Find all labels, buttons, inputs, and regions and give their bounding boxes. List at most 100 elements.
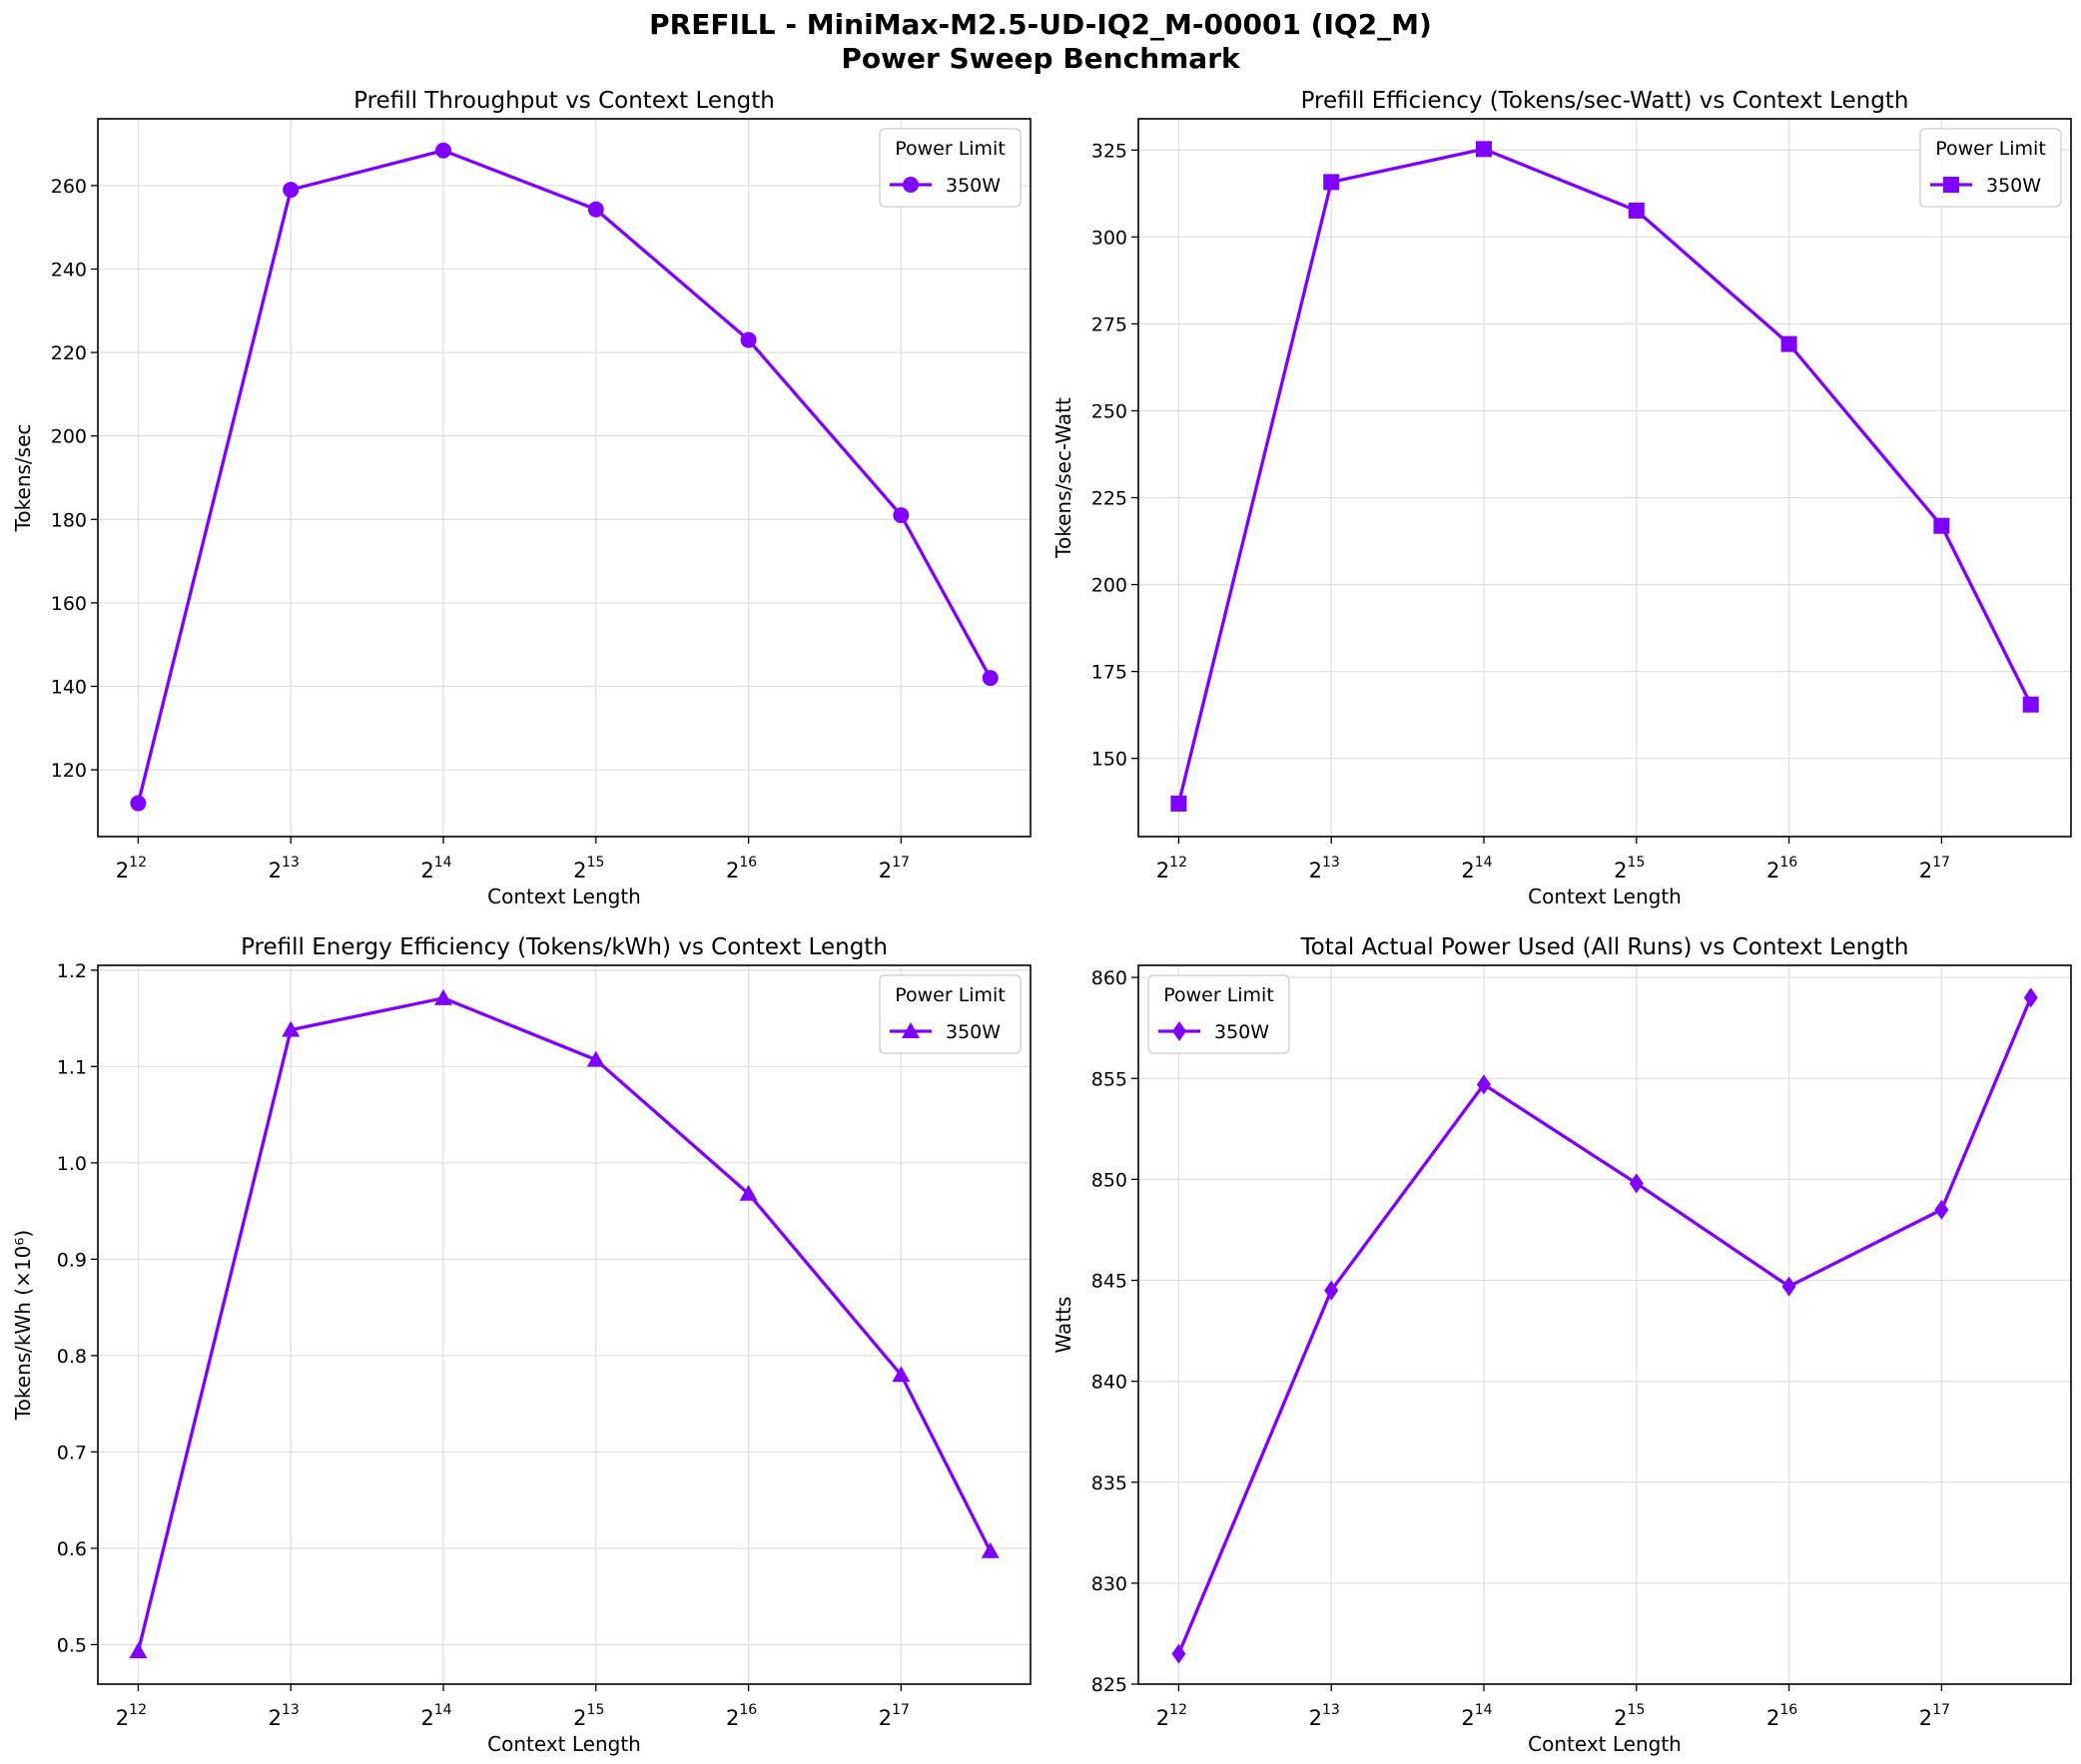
- chart-panel-1: 212 213 214 215 216 2171201401601802002202402…: [11, 88, 1032, 908]
- y-tick-label: 825: [1091, 1674, 1127, 1696]
- y-tick-label: 275: [1091, 313, 1127, 335]
- x-tick-label-base: 2: [726, 1706, 739, 1730]
- y-tick-label: 860: [1091, 967, 1127, 989]
- y-tick-label: 1.2: [57, 960, 87, 982]
- x-tick-label: 213: [269, 855, 300, 882]
- data-point: [1933, 517, 1950, 534]
- x-tick-label-base: 2: [1614, 859, 1627, 882]
- x-tick-label-base: 2: [1766, 1706, 1779, 1730]
- x-tick-label: 214: [1461, 1702, 1492, 1730]
- legend-title: Power Limit: [895, 984, 1006, 1006]
- chart-title: Prefill Efficiency (Tokens/sec-Watt) vs …: [1301, 88, 1909, 114]
- data-point: [129, 1642, 148, 1659]
- data-point: [1629, 1173, 1644, 1194]
- legend: Power Limit 350W: [879, 128, 1022, 208]
- data-point: [2023, 987, 2038, 1008]
- x-tick-label: 216: [726, 1702, 757, 1730]
- y-tick-label: 855: [1091, 1068, 1127, 1090]
- x-tick-label-base: 2: [1461, 859, 1474, 882]
- plot-frame: [1137, 964, 2072, 1685]
- data-point: [740, 331, 757, 348]
- chart-panel-4: 212 213 214 215 216 2178258308358408458508558…: [1051, 934, 2072, 1756]
- x-tick-label-exponent: 13: [282, 855, 300, 871]
- y-tick-label: 180: [51, 509, 87, 531]
- x-tick-label-base: 2: [1461, 1706, 1474, 1730]
- x-tick-label-base: 2: [726, 859, 739, 882]
- y-tick-label: 0.6: [57, 1538, 87, 1560]
- y-tick-label: 850: [1091, 1169, 1127, 1191]
- x-tick-label-exponent: 16: [739, 855, 757, 871]
- x-tick-label-exponent: 12: [1169, 1702, 1187, 1718]
- y-tick-label: 0.8: [57, 1346, 87, 1368]
- data-point: [1324, 1280, 1339, 1301]
- y-tick-label: 1.0: [57, 1153, 87, 1175]
- y-tick-label: 845: [1091, 1271, 1127, 1293]
- y-axis-label: Tokens/kWh (×10⁶): [11, 1230, 35, 1421]
- legend: Power Limit 350W: [1919, 128, 2062, 208]
- x-tick-label-exponent: 12: [129, 1702, 147, 1718]
- x-tick-label: 217: [879, 855, 910, 882]
- y-tick-label: 840: [1091, 1372, 1127, 1394]
- x-axis-label: Context Length: [1528, 884, 1682, 908]
- figure-title: PREFILL - MiniMax-M2.5-UD-IQ2_M-00001 (I…: [0, 8, 2081, 76]
- chart-panel-2: 212 213 214 215 216 2171501752002252502753003…: [1051, 88, 2072, 908]
- x-tick-label-exponent: 17: [1932, 855, 1950, 871]
- y-tick-label: 200: [1091, 575, 1127, 597]
- series-line-350W: [136, 149, 993, 804]
- x-tick-label: 215: [1614, 1702, 1645, 1730]
- legend-entry-label: 350W: [1986, 175, 2041, 197]
- data-point: [1476, 1074, 1491, 1095]
- legend-entry-label: 350W: [1214, 1021, 1269, 1043]
- x-tick-label: 213: [1309, 855, 1340, 882]
- x-tick-label-exponent: 16: [1779, 855, 1797, 871]
- x-tick-label-base: 2: [116, 1706, 129, 1730]
- data-point: [433, 988, 452, 1005]
- y-tick-label: 220: [51, 342, 87, 364]
- x-tick-label-exponent: 14: [434, 1702, 452, 1718]
- figure-title-line-1: PREFILL - MiniMax-M2.5-UD-IQ2_M-00001 (I…: [649, 8, 1432, 41]
- plot-frame: [1137, 118, 2072, 838]
- x-tick-label: 212: [1156, 1702, 1187, 1730]
- x-tick-label: 214: [420, 855, 451, 882]
- series-line-350W: [136, 996, 993, 1652]
- y-tick-label: 150: [1091, 749, 1127, 771]
- data-point: [739, 1184, 758, 1201]
- x-tick-label: 215: [573, 855, 604, 882]
- data-point: [586, 1050, 605, 1067]
- data-point: [1934, 1199, 1949, 1220]
- x-tick-label: 216: [726, 855, 757, 882]
- x-tick-label-exponent: 12: [1169, 855, 1187, 871]
- x-tick-label-base: 2: [1309, 859, 1322, 882]
- x-tick-label-exponent: 14: [434, 855, 452, 871]
- y-tick-label: 120: [51, 760, 87, 782]
- chart-title: Prefill Throughput vs Context Length: [353, 88, 775, 114]
- x-tick-label-exponent: 15: [587, 855, 605, 871]
- x-tick-label-base: 2: [1614, 1706, 1627, 1730]
- legend-entry-label: 350W: [946, 175, 1001, 197]
- x-tick-label-exponent: 15: [1628, 1702, 1646, 1718]
- x-tick-label-base: 2: [1919, 859, 1932, 882]
- y-axis-label: Tokens/sec-Watt: [1051, 397, 1075, 559]
- y-tick-label: 835: [1091, 1472, 1127, 1494]
- y-tick-label: 160: [51, 593, 87, 615]
- y-tick-label: 0.5: [57, 1634, 87, 1656]
- x-tick-label-base: 2: [269, 859, 282, 882]
- series-line-350W: [1176, 996, 2033, 1655]
- x-tick-label: 214: [1461, 855, 1492, 882]
- y-tick-label: 830: [1091, 1573, 1127, 1595]
- data-point: [130, 795, 147, 812]
- figure-title-line-2: Power Sweep Benchmark: [841, 42, 1240, 75]
- x-tick-label: 215: [573, 1702, 604, 1730]
- x-tick-label-exponent: 15: [587, 1702, 605, 1718]
- x-tick-label-exponent: 14: [1475, 1702, 1493, 1718]
- x-tick-label-exponent: 17: [1932, 1702, 1950, 1718]
- data-point: [1170, 795, 1187, 812]
- x-tick-label-base: 2: [1919, 1706, 1932, 1730]
- data-point: [2022, 696, 2039, 713]
- legend-title: Power Limit: [1935, 138, 2046, 160]
- legend-marker-sample: [903, 177, 919, 193]
- data-point: [1628, 202, 1645, 219]
- y-tick-label: 0.9: [57, 1249, 87, 1271]
- x-tick-label: 213: [269, 1702, 300, 1730]
